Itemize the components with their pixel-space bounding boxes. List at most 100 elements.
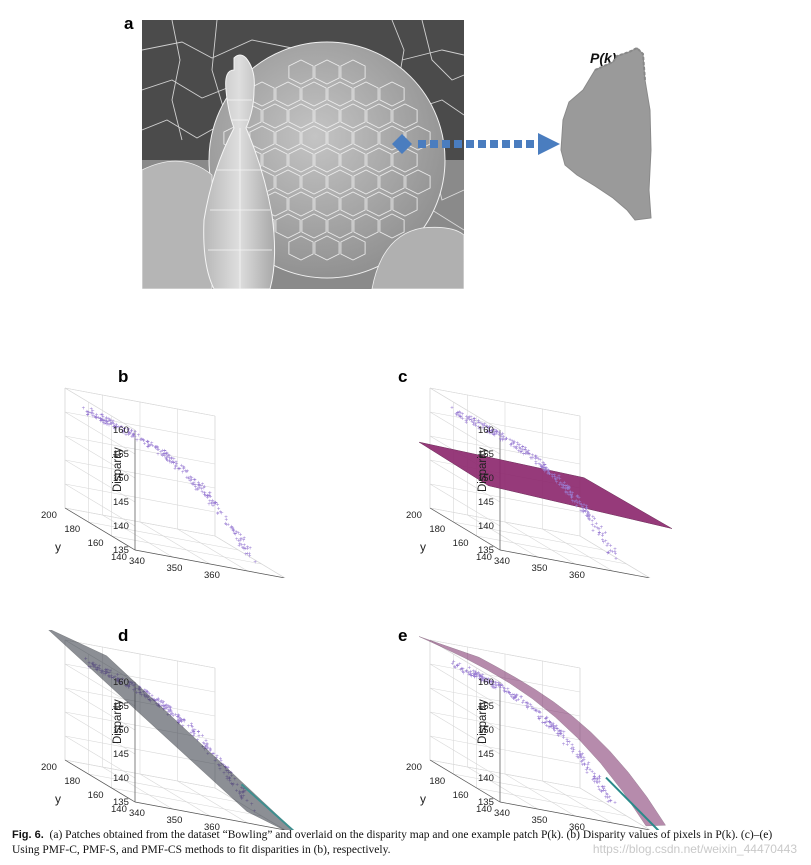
data-point: + xyxy=(567,740,571,746)
data-point: + xyxy=(208,491,212,497)
data-point: + xyxy=(540,715,544,721)
data-point: + xyxy=(572,748,576,754)
data-point: + xyxy=(450,406,454,412)
y-tick-label: 160 xyxy=(453,790,469,801)
data-point: + xyxy=(246,552,250,558)
data-point: + xyxy=(87,411,91,417)
data-point: + xyxy=(140,437,144,443)
data-point: + xyxy=(216,503,220,509)
data-point: + xyxy=(87,665,91,671)
data-point: + xyxy=(146,440,150,446)
data-point: + xyxy=(191,728,195,734)
data-point: + xyxy=(469,670,473,676)
data-point: + xyxy=(565,483,569,489)
data-point: + xyxy=(587,511,591,517)
data-point: + xyxy=(499,686,503,692)
data-point: + xyxy=(454,412,458,418)
data-point: + xyxy=(127,433,131,439)
data-point: + xyxy=(212,751,216,757)
data-point: + xyxy=(580,503,584,509)
chart-d: +++++++++++++++++++++++ +++++++++++++++++… xyxy=(41,630,295,830)
data-point: + xyxy=(457,414,461,420)
data-point: + xyxy=(491,430,495,436)
data-point: + xyxy=(160,699,164,705)
data-point: + xyxy=(120,424,124,430)
data-point: + xyxy=(591,515,595,521)
data-point: + xyxy=(459,667,463,673)
z-tick-label: 160 xyxy=(113,425,129,436)
data-point: + xyxy=(155,445,159,451)
data-point: + xyxy=(600,789,604,795)
data-point: + xyxy=(565,485,569,491)
data-point: + xyxy=(546,468,550,474)
z-tick-label: 145 xyxy=(113,749,129,760)
superpixel-cell xyxy=(379,213,405,239)
data-point: + xyxy=(521,701,525,707)
data-point: + xyxy=(123,427,127,433)
superpixel-cell xyxy=(366,191,392,217)
data-point: + xyxy=(104,417,108,423)
z-axis-label: Disparity xyxy=(112,447,124,492)
data-point: + xyxy=(524,701,528,707)
data-point: + xyxy=(559,481,563,487)
data-point: + xyxy=(115,424,119,430)
data-point: + xyxy=(103,421,107,427)
data-point: + xyxy=(226,523,230,529)
data-point: + xyxy=(483,422,487,428)
grid-line xyxy=(88,773,239,803)
data-point: + xyxy=(480,678,484,684)
data-point: + xyxy=(167,454,171,460)
data-point: + xyxy=(465,418,469,424)
data-point: + xyxy=(498,683,502,689)
z-tick-label: 140 xyxy=(113,521,129,532)
data-point: + xyxy=(525,451,529,457)
data-point: + xyxy=(538,709,542,715)
data-point: + xyxy=(147,440,151,446)
data-point: + xyxy=(586,510,590,516)
data-point: + xyxy=(484,424,488,430)
data-point: + xyxy=(206,494,210,500)
data-point: + xyxy=(197,481,201,487)
y-axis-line xyxy=(64,507,136,551)
data-point: + xyxy=(137,433,141,439)
data-point: + xyxy=(502,686,506,692)
x-axis-line xyxy=(499,801,651,830)
data-point: + xyxy=(482,679,486,685)
data-point: + xyxy=(168,460,172,466)
data-point: + xyxy=(243,543,247,549)
data-point: + xyxy=(529,456,533,462)
data-point: + xyxy=(533,709,537,715)
data-point: + xyxy=(547,471,551,477)
data-point: + xyxy=(226,765,230,771)
data-point: + xyxy=(461,412,465,418)
data-points: ++++++++++++++++++++++++++++++++++++++++… xyxy=(451,660,618,807)
data-point: + xyxy=(570,494,574,500)
data-point: + xyxy=(604,795,608,801)
x-tick-label: 370 xyxy=(242,829,258,830)
data-point: + xyxy=(185,475,189,481)
data-point: + xyxy=(202,742,206,748)
chart-c: ++++++++++++++++++++++++++++++++++++++++… xyxy=(406,387,673,578)
data-point: + xyxy=(165,706,169,712)
data-point: + xyxy=(216,512,220,518)
data-point: + xyxy=(193,483,197,489)
data-point: + xyxy=(200,490,204,496)
data-point: + xyxy=(499,438,503,444)
data-point: + xyxy=(145,689,149,695)
data-point: + xyxy=(577,756,581,762)
data-point: + xyxy=(164,452,168,458)
data-point: + xyxy=(224,515,228,521)
data-point: + xyxy=(597,531,601,537)
data-point: + xyxy=(501,437,505,443)
z-tick-label: 145 xyxy=(478,749,494,760)
data-point: + xyxy=(578,502,582,508)
y-tick-label: 160 xyxy=(453,538,469,549)
data-point: + xyxy=(197,730,201,736)
data-point: + xyxy=(570,496,574,502)
superpixel-cell xyxy=(275,213,301,239)
superpixel-cell xyxy=(405,169,431,195)
data-point: + xyxy=(90,411,94,417)
data-point: + xyxy=(579,509,583,515)
z-tick-label: 155 xyxy=(478,701,494,712)
data-point: + xyxy=(472,673,476,679)
